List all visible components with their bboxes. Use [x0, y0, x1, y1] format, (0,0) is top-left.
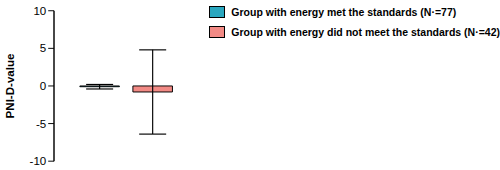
svg-text:0: 0 — [40, 80, 46, 92]
html-text:Group with energy did not meet: Group with energy did not meet the stand… — [231, 26, 500, 38]
svg-text:5: 5 — [40, 42, 46, 54]
svg-text:-5: -5 — [36, 118, 46, 130]
svg-text:10: 10 — [33, 5, 46, 17]
html-text:Group with energy met the stan: Group with energy met the standards (N·=… — [231, 6, 457, 18]
svg-text:PNI-D-value: PNI-D-value — [8, 53, 16, 118]
svg-text:-10: -10 — [30, 155, 47, 167]
